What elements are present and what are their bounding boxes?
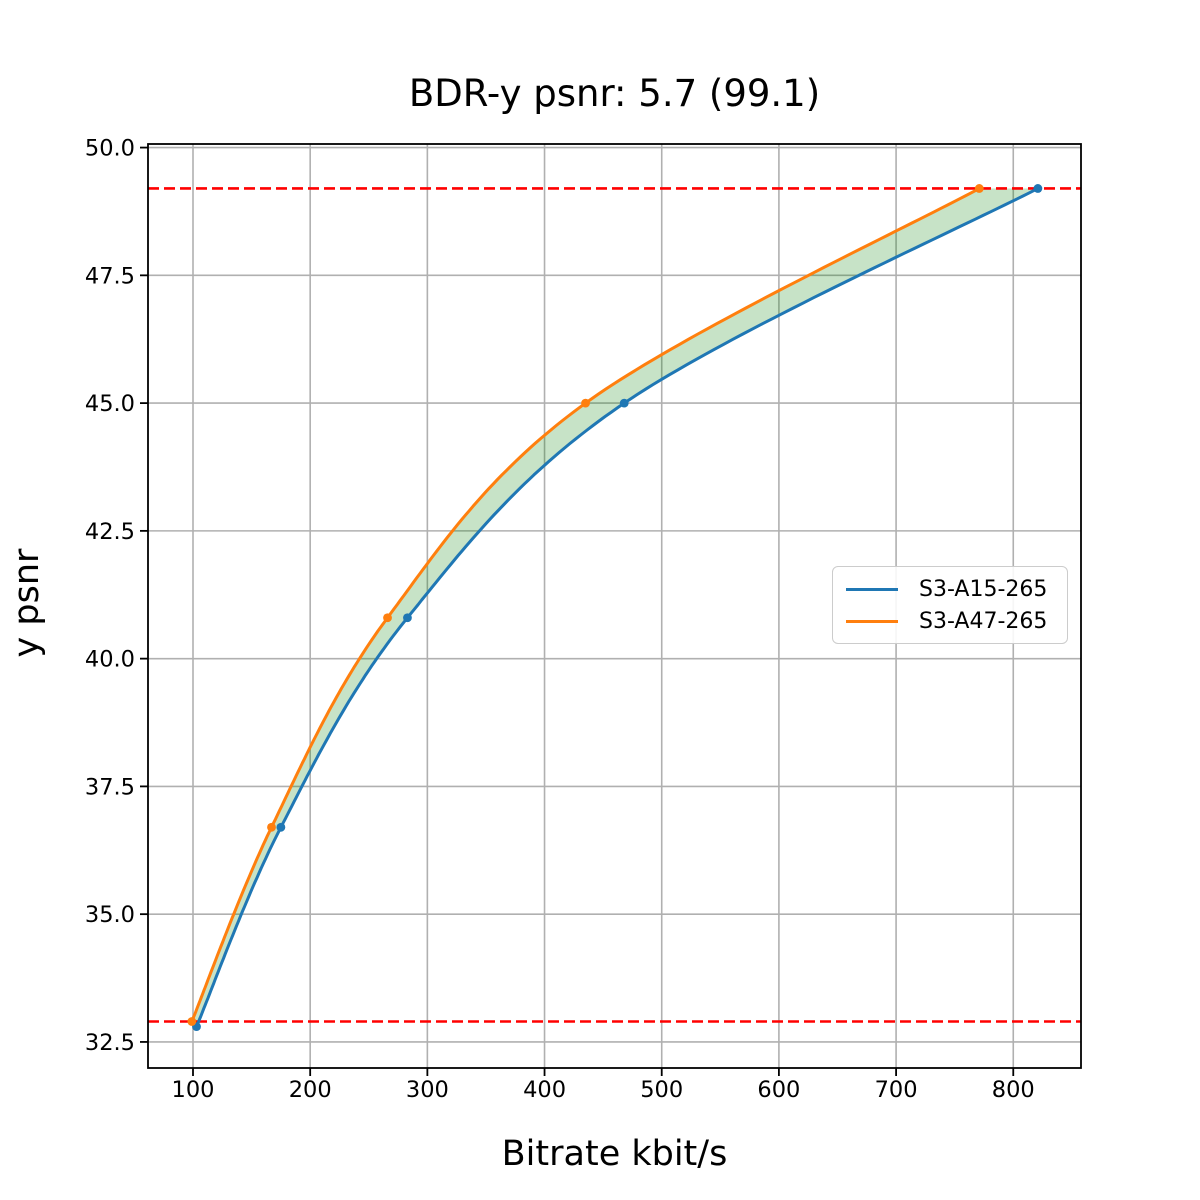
data-point-marker xyxy=(619,398,629,408)
legend-line-swatch xyxy=(846,619,898,623)
x-tick-label: 500 xyxy=(640,1077,683,1103)
chart-title: BDR-y psnr: 5.7 (99.1) xyxy=(408,72,821,115)
x-tick-label: 800 xyxy=(992,1077,1035,1103)
y-tick-label: 42.5 xyxy=(85,519,135,545)
y-tick-label: 32.5 xyxy=(85,1030,135,1056)
legend-line-swatch xyxy=(846,587,898,591)
y-tick-label: 50.0 xyxy=(85,136,135,162)
data-point-marker xyxy=(267,822,276,832)
x-tick-label: 100 xyxy=(172,1077,215,1103)
y-tick-label: 40.0 xyxy=(85,647,135,673)
legend-item: S3-A15-265 xyxy=(846,577,1067,602)
y-axis-label: y psnr xyxy=(7,548,47,658)
y-tick-label: 47.5 xyxy=(85,263,135,289)
y-tick-label: 35.0 xyxy=(85,902,135,928)
data-point-marker xyxy=(383,613,392,623)
x-tick-label: 600 xyxy=(757,1077,800,1103)
data-point-marker xyxy=(187,1017,197,1026)
legend-item: S3-A47-265 xyxy=(846,609,1067,634)
y-tick-label: 45.0 xyxy=(85,391,135,417)
x-tick-label: 700 xyxy=(875,1077,918,1103)
plot-border xyxy=(147,143,1082,1069)
x-tick-label: 200 xyxy=(289,1077,332,1103)
x-axis-label: Bitrate kbit/s xyxy=(501,1134,728,1174)
legend-item-label: S3-A47-265 xyxy=(919,608,1048,634)
data-point-marker xyxy=(1033,184,1043,193)
x-tick-label: 400 xyxy=(523,1077,566,1103)
legend: S3-A15-265 S3-A47-265 xyxy=(832,566,1068,644)
data-point-marker xyxy=(974,184,984,193)
x-tick-label: 300 xyxy=(406,1077,449,1103)
y-tick-label: 37.5 xyxy=(85,774,135,800)
legend-item-label: S3-A15-265 xyxy=(919,576,1048,602)
data-point-marker xyxy=(276,822,286,832)
data-point-marker xyxy=(581,398,590,408)
data-point-marker xyxy=(403,613,412,623)
